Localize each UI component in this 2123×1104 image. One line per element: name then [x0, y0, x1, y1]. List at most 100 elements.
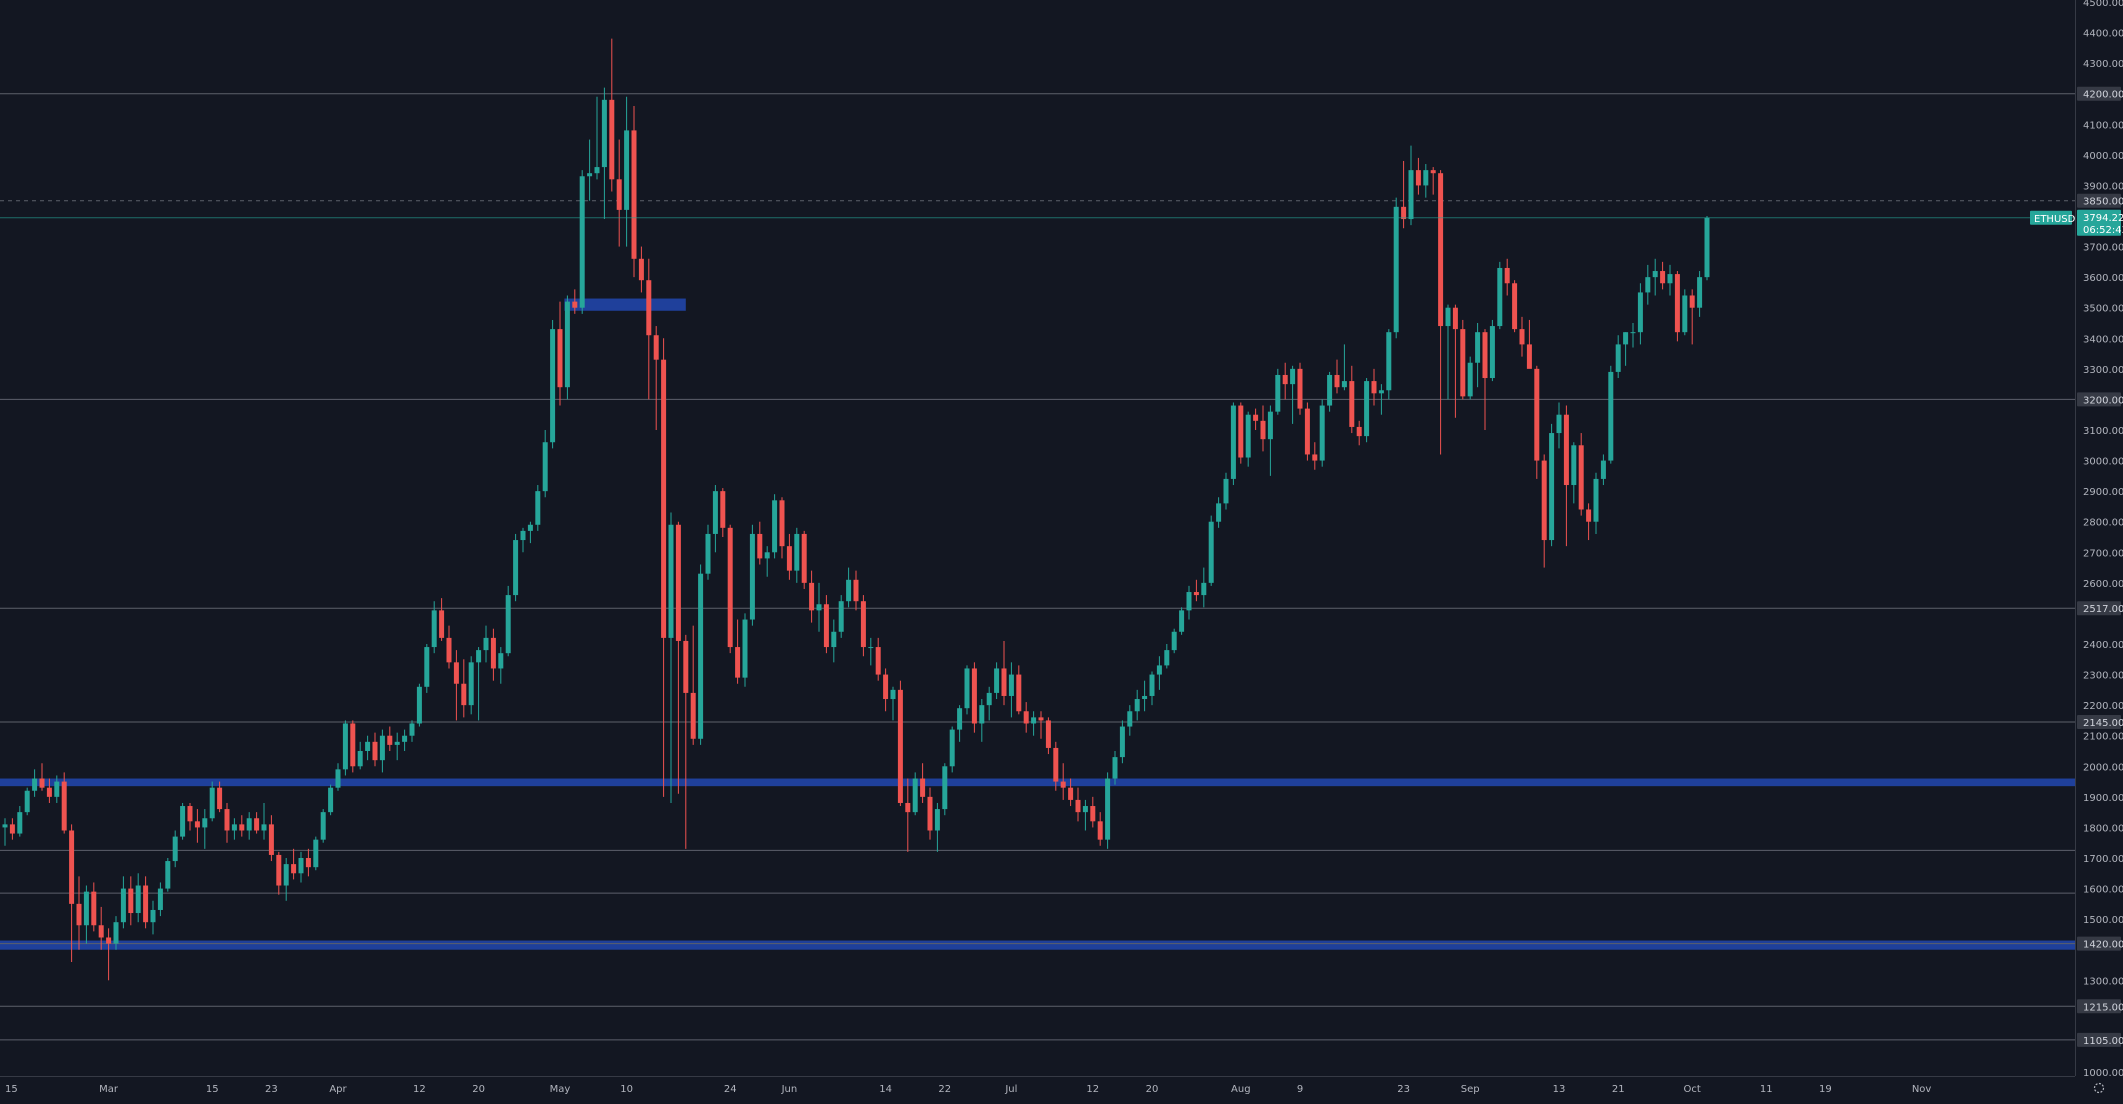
candle-body — [1637, 292, 1643, 333]
symbol-tag — [2030, 210, 2072, 225]
candle-body — [883, 674, 889, 700]
candle-body — [231, 824, 237, 831]
candle-body — [498, 653, 504, 669]
y-tick-label: 1800.00 — [2083, 823, 2123, 834]
candle-body — [1423, 170, 1429, 186]
candle-body — [979, 705, 985, 724]
candle-body — [1504, 267, 1510, 284]
zone-band-0 — [0, 778, 2075, 787]
candle-body — [17, 812, 23, 834]
candle-body — [431, 610, 437, 648]
y-tick-label: 4400.00 — [2083, 29, 2123, 40]
candle-body — [1201, 582, 1207, 596]
x-tick-label: Jun — [781, 1084, 798, 1095]
candle-body — [217, 787, 223, 810]
candle-body — [61, 781, 67, 831]
candle-body — [1660, 271, 1666, 284]
candle-body — [291, 864, 297, 874]
candle-body — [1438, 173, 1444, 327]
candle-body — [1541, 460, 1547, 541]
candle-body — [542, 442, 548, 492]
candle-body — [1593, 478, 1599, 522]
candle-body — [1097, 821, 1103, 840]
candle-body — [1260, 420, 1266, 440]
x-tick-label: Sep — [1461, 1084, 1480, 1095]
candle-body — [1349, 381, 1355, 427]
candle-body — [742, 619, 748, 678]
candle-body — [823, 604, 829, 648]
candle-body — [957, 708, 963, 730]
candle-body — [446, 637, 452, 663]
candle-body — [98, 925, 104, 938]
candle-body — [1090, 806, 1096, 822]
candle-body — [157, 888, 163, 910]
candle-body — [646, 280, 652, 336]
level-badge-label: 3200.00 — [2083, 395, 2123, 406]
candle-body — [490, 637, 496, 669]
x-tick-label: 10 — [620, 1084, 633, 1095]
candle-body — [520, 530, 526, 541]
y-tick-label: 4300.00 — [2083, 59, 2123, 70]
candle-body — [1112, 757, 1118, 779]
candle-body — [172, 836, 178, 862]
candle-body — [1549, 433, 1555, 541]
level-badge — [2077, 86, 2121, 101]
y-tick-label: 4500.00 — [2083, 0, 2123, 9]
candle-body — [128, 888, 134, 914]
candle-body — [838, 601, 844, 632]
candle-body — [46, 787, 52, 797]
candle-body — [1452, 307, 1458, 330]
candle-body — [735, 647, 741, 678]
candle-body — [24, 790, 30, 813]
candle-body — [9, 824, 15, 834]
level-badge-label: 1215.00 — [2083, 1002, 2123, 1013]
candle-body — [1193, 592, 1199, 596]
candle-body — [91, 891, 97, 926]
candle-body — [69, 830, 75, 904]
candle-body — [1697, 277, 1703, 308]
candle-body — [1563, 414, 1569, 486]
x-tick-label: 12 — [413, 1084, 426, 1095]
candle-body — [1186, 592, 1192, 611]
candle-body — [1223, 478, 1229, 504]
candle-body — [712, 491, 718, 534]
candle-body — [1608, 371, 1614, 461]
candle-body — [1623, 332, 1629, 345]
candle-body — [1519, 329, 1525, 345]
candle-body — [424, 647, 430, 687]
gear-icon[interactable] — [2093, 1082, 2105, 1094]
candle-body — [772, 500, 778, 553]
candle-body — [1378, 390, 1384, 394]
candle-body — [757, 533, 763, 559]
candle-body — [1068, 787, 1074, 800]
candle-body — [779, 500, 785, 547]
candle-body — [1652, 271, 1658, 278]
candle-body — [113, 922, 119, 944]
candle-body — [1156, 665, 1162, 675]
candle-body — [1408, 170, 1414, 220]
y-tick-label: 4100.00 — [2083, 120, 2123, 131]
candle-body — [416, 686, 422, 724]
candle-body — [1586, 509, 1592, 522]
candle-body — [1674, 274, 1680, 333]
candle-body — [305, 858, 311, 868]
candle-body — [1526, 344, 1532, 369]
x-tick-label: 11 — [1760, 1084, 1773, 1095]
zone-band-2 — [564, 298, 686, 311]
candle-body — [372, 741, 378, 761]
candle-body — [860, 601, 866, 648]
candle-body — [328, 787, 334, 813]
y-tick-label: 2800.00 — [2083, 518, 2123, 529]
candle-body — [461, 683, 467, 706]
x-tick-label: 24 — [724, 1084, 737, 1095]
candle-body — [513, 540, 519, 596]
candle-body — [365, 741, 371, 751]
candle-body — [572, 301, 578, 308]
candle-body — [764, 552, 770, 559]
last-price-label: 3794.22 — [2083, 213, 2123, 224]
level-badge-label: 1105.00 — [2083, 1036, 2123, 1047]
candle-body — [601, 99, 607, 168]
candle-body — [165, 861, 171, 889]
x-tick-label: May — [550, 1084, 571, 1095]
